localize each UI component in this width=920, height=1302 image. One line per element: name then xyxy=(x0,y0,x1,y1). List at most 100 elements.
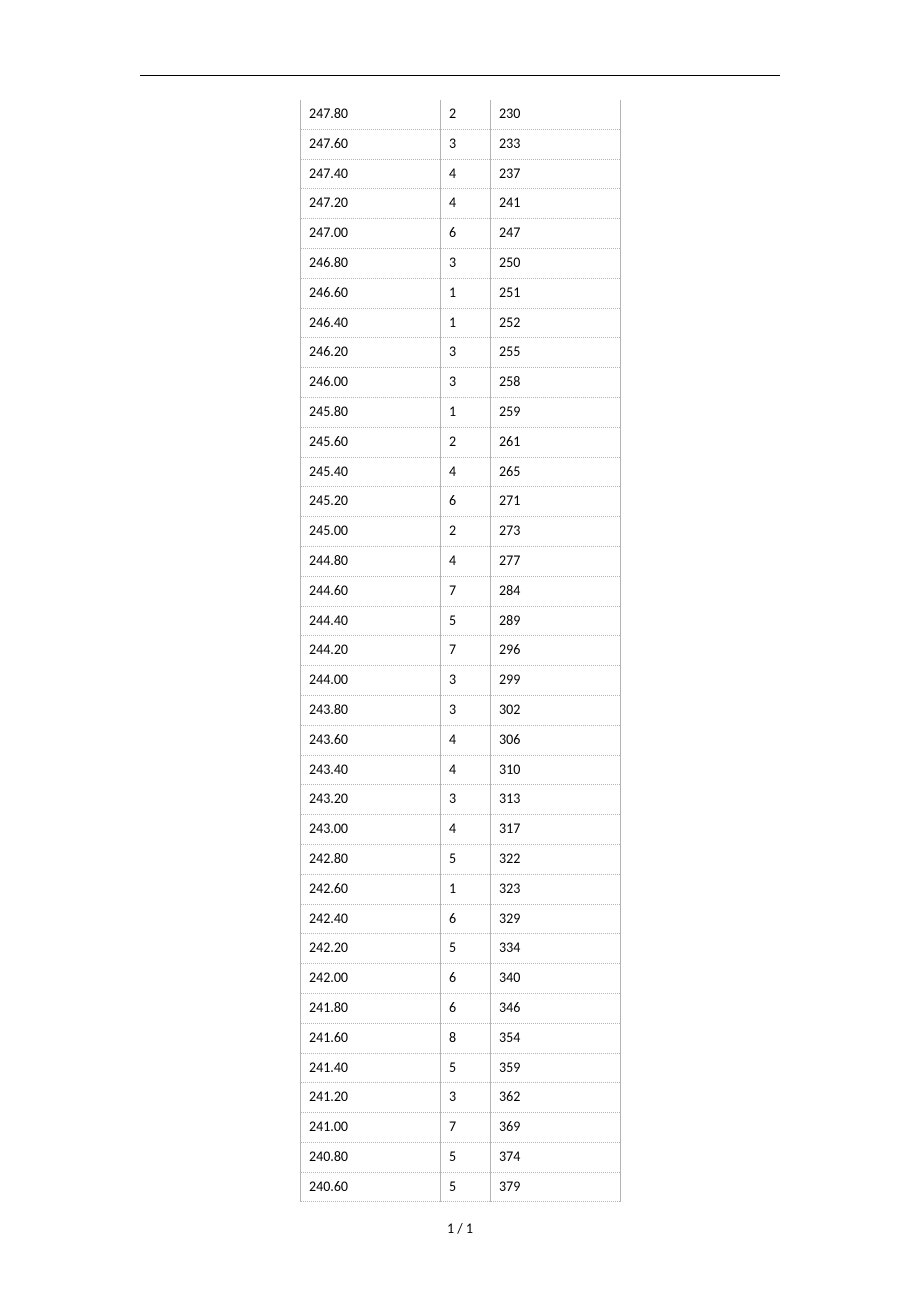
table-cell: 246.00 xyxy=(301,368,441,398)
table-row: 246.401252 xyxy=(301,308,621,338)
table-row: 243.604306 xyxy=(301,725,621,755)
table-cell: 284 xyxy=(491,576,621,606)
table-cell: 241.40 xyxy=(301,1053,441,1083)
table-row: 247.204241 xyxy=(301,189,621,219)
table-cell: 244.60 xyxy=(301,576,441,606)
table-row: 241.007369 xyxy=(301,1113,621,1143)
table-cell: 3 xyxy=(441,785,491,815)
table-cell: 241.60 xyxy=(301,1023,441,1053)
table-cell: 244.00 xyxy=(301,666,441,696)
table-row: 241.608354 xyxy=(301,1023,621,1053)
table-container: 247.802230247.603233247.404237247.204241… xyxy=(300,100,620,1202)
table-row: 244.003299 xyxy=(301,666,621,696)
table-row: 244.207296 xyxy=(301,636,621,666)
table-row: 240.605379 xyxy=(301,1172,621,1202)
table-cell: 3 xyxy=(441,666,491,696)
table-cell: 242.60 xyxy=(301,874,441,904)
table-cell: 241.80 xyxy=(301,993,441,1023)
table-cell: 322 xyxy=(491,844,621,874)
table-cell: 247 xyxy=(491,219,621,249)
table-cell: 247.20 xyxy=(301,189,441,219)
table-cell: 7 xyxy=(441,636,491,666)
table-row: 242.406329 xyxy=(301,904,621,934)
table-cell: 4 xyxy=(441,189,491,219)
document-page: 247.802230247.603233247.404237247.204241… xyxy=(0,0,920,1302)
table-row: 244.405289 xyxy=(301,606,621,636)
table-cell: 245.40 xyxy=(301,457,441,487)
table-cell: 323 xyxy=(491,874,621,904)
table-cell: 296 xyxy=(491,636,621,666)
table-cell: 241.20 xyxy=(301,1083,441,1113)
table-cell: 261 xyxy=(491,427,621,457)
table-cell: 2 xyxy=(441,100,491,129)
table-row: 243.404310 xyxy=(301,755,621,785)
table-cell: 247.40 xyxy=(301,159,441,189)
table-cell: 369 xyxy=(491,1113,621,1143)
table-cell: 6 xyxy=(441,964,491,994)
page-footer: 1 / 1 xyxy=(0,1220,920,1237)
table-row: 247.802230 xyxy=(301,100,621,129)
table-cell: 362 xyxy=(491,1083,621,1113)
table-cell: 310 xyxy=(491,755,621,785)
table-row: 244.607284 xyxy=(301,576,621,606)
table-row: 241.806346 xyxy=(301,993,621,1023)
page-number: 1 / 1 xyxy=(447,1220,473,1237)
table-cell: 265 xyxy=(491,457,621,487)
table-row: 245.801259 xyxy=(301,397,621,427)
table-row: 247.006247 xyxy=(301,219,621,249)
table-cell: 6 xyxy=(441,487,491,517)
table-cell: 5 xyxy=(441,1053,491,1083)
table-cell: 230 xyxy=(491,100,621,129)
table-cell: 3 xyxy=(441,1083,491,1113)
table-cell: 5 xyxy=(441,844,491,874)
table-cell: 6 xyxy=(441,993,491,1023)
table-cell: 240.80 xyxy=(301,1142,441,1172)
table-row: 246.203255 xyxy=(301,338,621,368)
table-row: 242.601323 xyxy=(301,874,621,904)
table-cell: 354 xyxy=(491,1023,621,1053)
table-row: 242.006340 xyxy=(301,964,621,994)
table-cell: 1 xyxy=(441,278,491,308)
table-cell: 240.60 xyxy=(301,1172,441,1202)
table-cell: 243.80 xyxy=(301,695,441,725)
table-cell: 5 xyxy=(441,606,491,636)
table-cell: 242.80 xyxy=(301,844,441,874)
table-cell: 259 xyxy=(491,397,621,427)
table-row: 246.803250 xyxy=(301,248,621,278)
table-cell: 242.40 xyxy=(301,904,441,934)
table-cell: 5 xyxy=(441,934,491,964)
table-cell: 247.80 xyxy=(301,100,441,129)
table-cell: 242.00 xyxy=(301,964,441,994)
data-table: 247.802230247.603233247.404237247.204241… xyxy=(300,100,621,1202)
table-cell: 6 xyxy=(441,219,491,249)
table-cell: 258 xyxy=(491,368,621,398)
table-cell: 247.00 xyxy=(301,219,441,249)
table-cell: 241.00 xyxy=(301,1113,441,1143)
table-cell: 346 xyxy=(491,993,621,1023)
table-cell: 6 xyxy=(441,904,491,934)
table-row: 246.601251 xyxy=(301,278,621,308)
table-cell: 317 xyxy=(491,815,621,845)
table-cell: 359 xyxy=(491,1053,621,1083)
table-row: 241.405359 xyxy=(301,1053,621,1083)
table-cell: 245.00 xyxy=(301,517,441,547)
table-cell: 237 xyxy=(491,159,621,189)
table-cell: 329 xyxy=(491,904,621,934)
table-cell: 5 xyxy=(441,1142,491,1172)
table-cell: 243.20 xyxy=(301,785,441,815)
table-cell: 244.20 xyxy=(301,636,441,666)
table-cell: 252 xyxy=(491,308,621,338)
table-cell: 245.80 xyxy=(301,397,441,427)
table-row: 245.404265 xyxy=(301,457,621,487)
table-cell: 273 xyxy=(491,517,621,547)
table-cell: 242.20 xyxy=(301,934,441,964)
table-cell: 245.60 xyxy=(301,427,441,457)
table-row: 246.003258 xyxy=(301,368,621,398)
table-cell: 3 xyxy=(441,695,491,725)
table-cell: 2 xyxy=(441,427,491,457)
table-cell: 299 xyxy=(491,666,621,696)
table-cell: 243.00 xyxy=(301,815,441,845)
table-cell: 3 xyxy=(441,248,491,278)
table-row: 247.404237 xyxy=(301,159,621,189)
table-cell: 313 xyxy=(491,785,621,815)
